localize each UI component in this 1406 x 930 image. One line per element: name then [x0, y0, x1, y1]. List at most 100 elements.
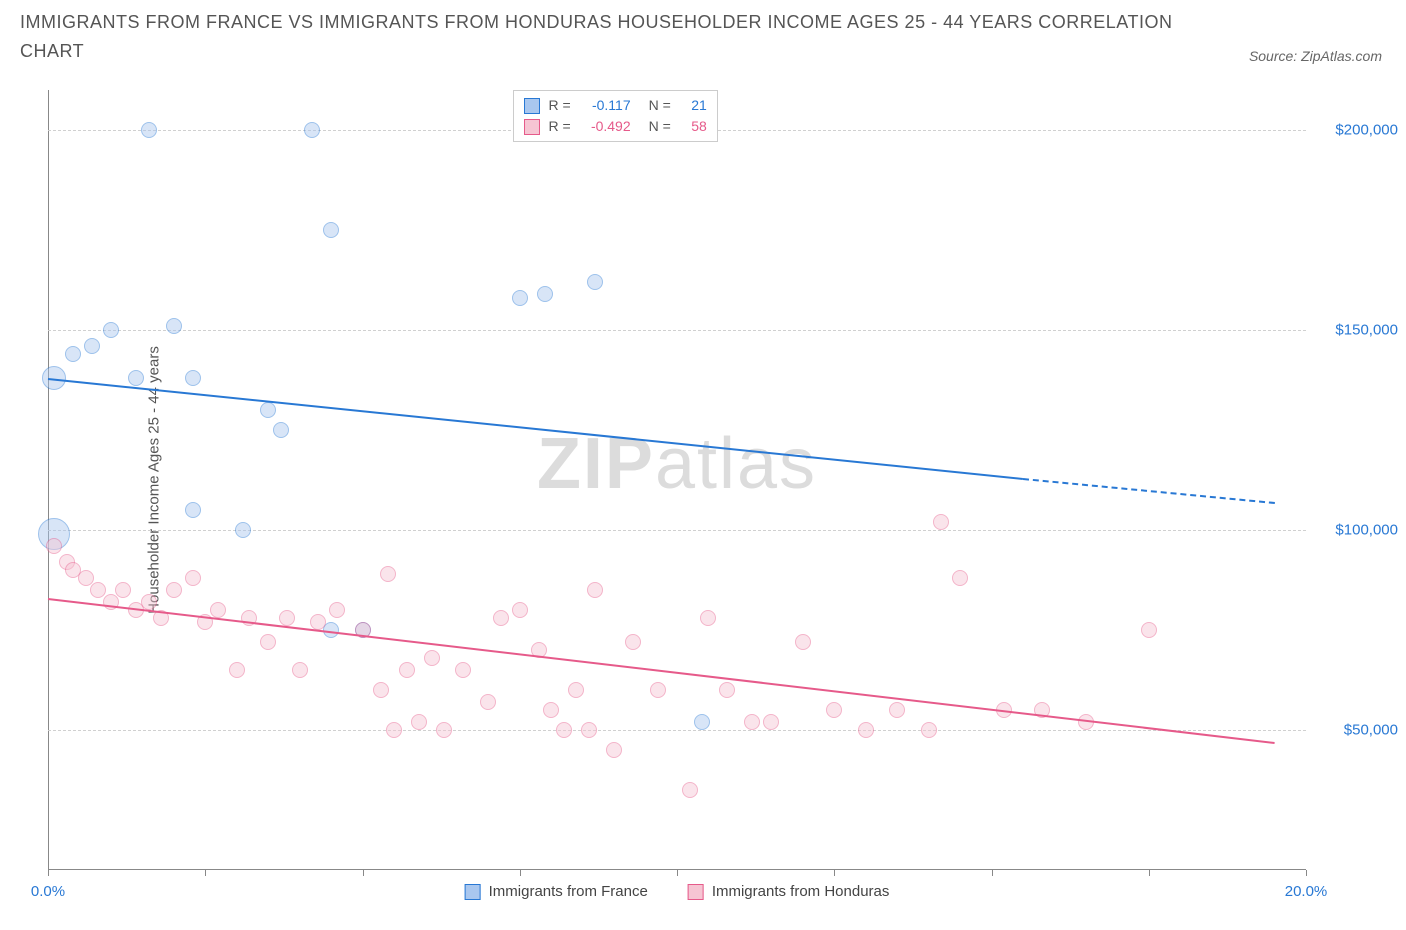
y-tick-label: $150,000: [1335, 322, 1398, 339]
y-axis-line: [48, 90, 49, 870]
data-point: [512, 290, 528, 306]
data-point: [587, 582, 603, 598]
data-point: [763, 714, 779, 730]
data-point: [424, 650, 440, 666]
legend-label: Immigrants from Honduras: [712, 883, 890, 900]
chart-area: ZIPatlas Householder Income Ages 25 - 44…: [48, 90, 1306, 870]
data-point: [235, 522, 251, 538]
stats-legend-row: R = -0.492 N = 58: [524, 116, 706, 137]
source-attribution: Source: ZipAtlas.com: [1249, 48, 1382, 64]
data-point: [650, 682, 666, 698]
x-tick: [48, 870, 49, 876]
data-point: [273, 422, 289, 438]
trend-line-dashed: [1023, 478, 1275, 504]
data-point: [606, 742, 622, 758]
legend-r-label: R =: [548, 95, 570, 116]
data-point: [185, 370, 201, 386]
data-point: [229, 662, 245, 678]
data-point: [260, 402, 276, 418]
data-point: [700, 610, 716, 626]
data-point: [304, 122, 320, 138]
x-tick: [1306, 870, 1307, 876]
scatter-plot: $50,000$100,000$150,000$200,0000.0%20.0%: [48, 90, 1306, 870]
data-point: [84, 338, 100, 354]
data-point: [744, 714, 760, 730]
gridline: [48, 330, 1306, 331]
x-tick: [677, 870, 678, 876]
data-point: [46, 538, 62, 554]
data-point: [921, 722, 937, 738]
data-point: [795, 634, 811, 650]
x-tick: [520, 870, 521, 876]
x-tick: [1149, 870, 1150, 876]
legend-n-label: N =: [649, 95, 671, 116]
legend-item: Immigrants from France: [465, 883, 648, 900]
stats-legend-row: R = -0.117 N = 21: [524, 95, 706, 116]
data-point: [682, 782, 698, 798]
data-point: [625, 634, 641, 650]
data-point: [323, 222, 339, 238]
data-point: [889, 702, 905, 718]
data-point: [455, 662, 471, 678]
x-tick: [363, 870, 364, 876]
data-point: [279, 610, 295, 626]
data-point: [1141, 622, 1157, 638]
y-tick-label: $100,000: [1335, 522, 1398, 539]
x-tick-label: 0.0%: [31, 883, 65, 900]
data-point: [141, 594, 157, 610]
x-tick: [205, 870, 206, 876]
legend-swatch: [524, 119, 540, 135]
data-point: [115, 582, 131, 598]
x-tick-label: 20.0%: [1285, 883, 1328, 900]
data-point: [556, 722, 572, 738]
data-point: [411, 714, 427, 730]
stats-legend: R = -0.117 N = 21 R = -0.492 N = 58: [513, 90, 717, 142]
data-point: [185, 502, 201, 518]
data-point: [480, 694, 496, 710]
data-point: [310, 614, 326, 630]
data-point: [65, 346, 81, 362]
legend-item: Immigrants from Honduras: [688, 883, 890, 900]
data-point: [380, 566, 396, 582]
data-point: [543, 702, 559, 718]
data-point: [436, 722, 452, 738]
data-point: [373, 682, 389, 698]
data-point: [386, 722, 402, 738]
data-point: [858, 722, 874, 738]
data-point: [210, 602, 226, 618]
series-legend: Immigrants from France Immigrants from Ho…: [465, 883, 890, 900]
data-point: [952, 570, 968, 586]
data-point: [694, 714, 710, 730]
data-point: [512, 602, 528, 618]
data-point: [493, 610, 509, 626]
data-point: [128, 370, 144, 386]
y-tick-label: $200,000: [1335, 122, 1398, 139]
data-point: [587, 274, 603, 290]
data-point: [166, 318, 182, 334]
legend-r-value: -0.117: [579, 95, 631, 116]
data-point: [719, 682, 735, 698]
legend-r-label: R =: [548, 116, 570, 137]
y-tick-label: $50,000: [1344, 722, 1398, 739]
data-point: [568, 682, 584, 698]
trend-line: [48, 378, 1023, 480]
data-point: [185, 570, 201, 586]
legend-n-value: 58: [679, 116, 707, 137]
data-point: [78, 570, 94, 586]
legend-r-value: -0.492: [579, 116, 631, 137]
data-point: [581, 722, 597, 738]
data-point: [103, 322, 119, 338]
data-point: [292, 662, 308, 678]
data-point: [166, 582, 182, 598]
legend-n-value: 21: [679, 95, 707, 116]
legend-label: Immigrants from France: [489, 883, 648, 900]
data-point: [933, 514, 949, 530]
x-tick: [992, 870, 993, 876]
legend-swatch: [465, 884, 481, 900]
gridline: [48, 730, 1306, 731]
data-point: [537, 286, 553, 302]
data-point: [399, 662, 415, 678]
x-tick: [834, 870, 835, 876]
data-point: [826, 702, 842, 718]
legend-n-label: N =: [649, 116, 671, 137]
